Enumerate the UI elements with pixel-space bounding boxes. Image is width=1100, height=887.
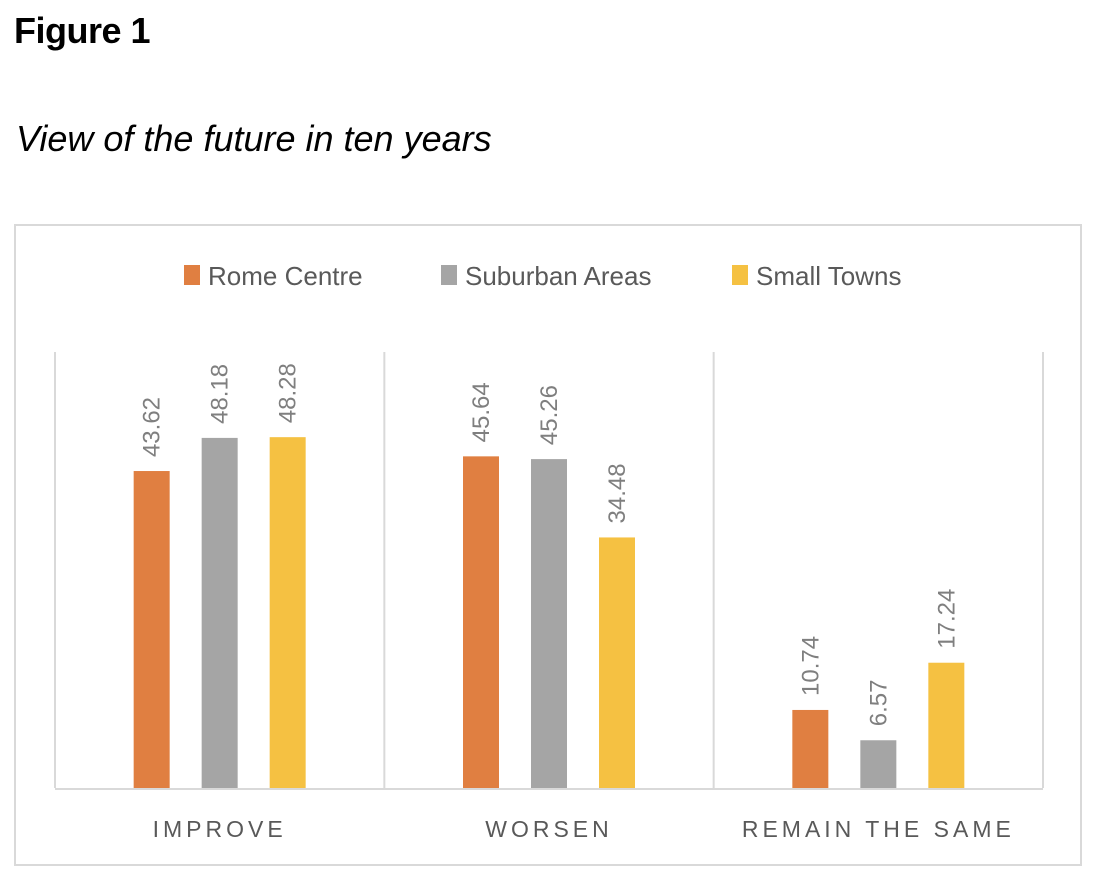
data-label: 48.18 xyxy=(207,364,234,424)
bar-rome-centre-remain-the-same xyxy=(792,709,829,788)
legend-item-rome-centre: Rome Centre xyxy=(184,261,363,291)
legend-label: Rome Centre xyxy=(208,261,363,291)
bar-rome-centre-improve xyxy=(133,471,170,788)
category-label: WORSEN xyxy=(485,816,613,842)
data-label: 43.62 xyxy=(139,397,166,457)
data-labels: 43.62 48.18 48.28 45.64 45.26 34.48 10.74 6.57 1… xyxy=(139,363,961,726)
data-label: 45.64 xyxy=(468,382,495,442)
legend-label: Small Towns xyxy=(756,261,901,291)
bar-suburban-areas-worsen xyxy=(531,459,567,788)
bar-suburban-areas-improve xyxy=(201,437,238,788)
figure-label: Figure 1 xyxy=(14,10,151,51)
bar-suburban-areas-remain-the-same xyxy=(860,740,897,788)
legend-item-suburban-areas: Suburban Areas xyxy=(441,261,651,291)
category-separators xyxy=(54,352,1044,788)
data-label: 6.57 xyxy=(865,680,892,727)
legend-item-small-towns: Small Towns xyxy=(732,261,901,291)
bar-small-towns-improve xyxy=(269,437,306,788)
data-label: 34.48 xyxy=(604,463,631,523)
bar-small-towns-worsen xyxy=(599,537,635,788)
category-label: REMAIN THE SAME xyxy=(742,816,1015,842)
legend-swatch xyxy=(184,265,200,285)
legend-label: Suburban Areas xyxy=(465,261,651,291)
bars xyxy=(133,437,965,788)
bar-rome-centre-worsen xyxy=(463,456,499,788)
legend-swatch xyxy=(732,265,748,285)
bar-small-towns-remain-the-same xyxy=(928,662,965,788)
data-label: 10.74 xyxy=(797,636,824,696)
category-labels: IMPROVE WORSEN REMAIN THE SAME xyxy=(153,816,1015,842)
category-label: IMPROVE xyxy=(153,816,287,842)
data-label: 45.26 xyxy=(536,385,563,445)
legend: Rome Centre Suburban Areas Small Towns xyxy=(184,261,901,291)
legend-swatch xyxy=(441,265,457,285)
figure-title: View of the future in ten years xyxy=(16,118,492,159)
data-label: 17.24 xyxy=(933,589,960,649)
data-label: 48.28 xyxy=(275,363,302,423)
